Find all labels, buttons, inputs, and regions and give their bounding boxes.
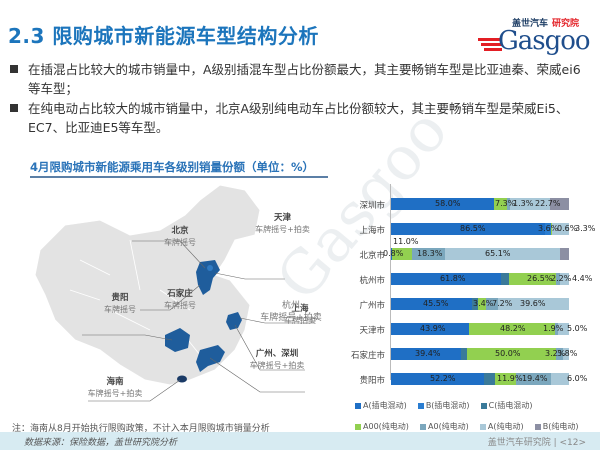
- segment-a00-bev: [494, 198, 508, 210]
- bar-row-shijiazhuang: 石家庄市 39.4% 50.0% 3.2% 3.8%: [350, 348, 578, 361]
- segment-a00-bev: [466, 348, 556, 360]
- segment-a0-bev: [485, 298, 499, 310]
- bar: [391, 323, 569, 335]
- segment-a-bev: [552, 223, 569, 235]
- legend-item: C(插电混动): [480, 400, 532, 411]
- segment-a00-bev: [392, 248, 412, 260]
- legend-item: A(纯电动): [479, 421, 524, 432]
- legend-item: A0(纯电动): [420, 421, 469, 432]
- data-source: 数据来源：保险数据，盖世研究院分析: [24, 438, 178, 448]
- bar: [391, 273, 569, 285]
- legend-item: B(插电混动): [417, 400, 470, 411]
- map-label-hangzhou-text: 杭州 车牌摇号+拍卖: [260, 301, 322, 323]
- segment-a-phev: [391, 323, 470, 335]
- segment-a0-bev: [555, 273, 560, 285]
- segment-a00-bev: [478, 298, 486, 310]
- segment-c-phev: [483, 373, 496, 385]
- map-label-shanghai: 上海 车牌拍卖: [284, 304, 316, 325]
- bar-row-hangzhou: 杭州市 61.8% 26.5% 2.2% 4.4%: [359, 273, 593, 286]
- segment-a0-bev: [507, 198, 510, 210]
- bar-row-shenzhen: 深圳市 58.0% 7.3% 1.3% 22.7%: [335, 198, 600, 212]
- segment-a-bev: [444, 248, 561, 260]
- logo-cn: 盖世汽车 研究院: [512, 19, 580, 29]
- bar-row-shanghai: 上海市 86.5% 3.6% 0.6% 3.3%: [359, 223, 596, 236]
- map-label-tianjin: 天津 车牌摇号+拍卖: [255, 213, 310, 234]
- segment-a-phev: [391, 223, 545, 235]
- segment-a00-bev: [508, 273, 556, 285]
- segment-a-phev: [391, 298, 472, 310]
- bullet-square-icon: [10, 104, 18, 112]
- segment-a-phev: [391, 248, 393, 260]
- segment-a-phev: [391, 273, 501, 285]
- segment-a0-bev: [412, 248, 445, 260]
- page-number: 盖世汽车研究院 | <12>: [487, 438, 586, 448]
- gasgoo-logo: 盖世汽车 研究院 Gasgoo: [476, 14, 594, 56]
- map-label-guiyang: 贵阳 车牌摇号: [104, 293, 136, 314]
- legend-swatch-icon: [534, 423, 541, 430]
- segment-b-bev: [549, 198, 569, 210]
- bar-row-guiyang: 贵阳市 52.2% 11.9% 19.4% 6.0%: [359, 373, 588, 386]
- legend-item: A(插电混动): [355, 400, 407, 411]
- map-label-hainan: 海南 车牌摇号+拍卖: [87, 377, 143, 398]
- legend-item: B(纯电动): [534, 421, 578, 432]
- bar: [391, 298, 569, 310]
- segment-c-phev: [501, 273, 509, 285]
- segment-b-bev: [560, 248, 569, 260]
- segment-c-phev: [461, 348, 467, 360]
- map-label-beijing: 北京 车牌摇号: [164, 226, 196, 247]
- bullet-item: 在插混占比较大的城市销量中，A级别插混车型占比份额最大，其主要畅销车型是比亚迪秦…: [8, 60, 588, 98]
- segment-a-bev: [558, 323, 569, 335]
- segment-a0-bev: [555, 348, 563, 360]
- bar: [391, 373, 569, 385]
- bar: [391, 223, 569, 235]
- china-map: 北京 车牌摇号 天津 车牌摇号+拍卖 石家庄 车牌摇号 上海 车牌拍卖 贵阳 车牌摇号 杭…: [20, 180, 322, 410]
- segment-a-bev: [559, 273, 569, 285]
- segment-a00-bev: [551, 223, 553, 235]
- bar-row-beijing: 北京市 0.8% 11.0% 18.3% 65.1%: [335, 237, 600, 262]
- segment-c-phev: [471, 298, 479, 310]
- legend-swatch-icon: [417, 402, 424, 409]
- segment-a0-bev: [516, 373, 551, 385]
- china-map-icon: [34, 184, 315, 402]
- footnote: 注：海南从8月开始执行限购政策，不计入本月限购城市销量分析: [12, 424, 270, 434]
- segment-a0-bev: [554, 323, 559, 335]
- title-underline: [30, 176, 328, 178]
- logo-en: Gasgoo: [498, 26, 591, 56]
- chart-legend: A(插电混动) B(插电混动) C(插电混动) A00(纯电动) A0(纯电动)…: [355, 393, 595, 435]
- legend-swatch-icon: [420, 423, 426, 430]
- bar: [391, 348, 569, 360]
- chart-title: 4月限购城市新能源乘用车各级别销量份额（单位：%）: [30, 160, 315, 174]
- bar-row-tianjin: 天津市 43.9% 48.2% 1.9% 5.0%: [359, 323, 588, 336]
- bar: [391, 198, 569, 210]
- map-label-shijiazhuang: 石家庄 车牌摇号: [164, 289, 196, 310]
- segment-a-phev: [391, 198, 495, 210]
- segment-a00-bev: [469, 323, 555, 335]
- footer-bar: 数据来源：保险数据，盖世研究院分析 盖世汽车研究院 | <12>: [0, 432, 600, 450]
- bar-row-guangzhou: 广州市 45.5% 3.4% 7.2% 39.6%: [335, 298, 600, 312]
- bullet-square-icon: [10, 65, 18, 73]
- segment-a-bev: [562, 348, 569, 360]
- legend-swatch-icon: [480, 402, 487, 409]
- y-axis: [390, 184, 391, 380]
- bullet-item: 在纯电动占比较大的城市销量中，北京A级别纯电动车占比份额较大，其主要畅销车型是荣…: [8, 99, 588, 137]
- bar: [391, 248, 569, 260]
- legend-swatch-icon: [355, 402, 361, 409]
- page-title: 2.3 限购城市新能源车型结构分析: [8, 24, 319, 48]
- segment-b-phev: [544, 223, 552, 235]
- logo-stripes-icon: [478, 38, 502, 53]
- segment-a-bev: [509, 198, 550, 210]
- legend-swatch-icon: [479, 423, 486, 430]
- segment-a-bev: [498, 298, 569, 310]
- segment-a-bev: [551, 373, 569, 385]
- map-label-guangzhou-shenzhen: 广州、深圳 车牌摇号+拍卖: [249, 349, 305, 370]
- legend-swatch-icon: [355, 423, 361, 430]
- bullet-list: 在插混占比较大的城市销量中，A级别插混车型占比份额最大，其主要畅销车型是比亚迪秦…: [8, 60, 588, 138]
- segment-a-phev: [391, 373, 484, 385]
- stacked-bar-chart: 深圳市 58.0% 7.3% 1.3% 22.7% 上海市 86.5% 3.6%…: [335, 178, 600, 388]
- segment-a-phev: [391, 348, 462, 360]
- legend-item: A00(纯电动): [355, 421, 409, 432]
- segment-a00-bev: [495, 373, 517, 385]
